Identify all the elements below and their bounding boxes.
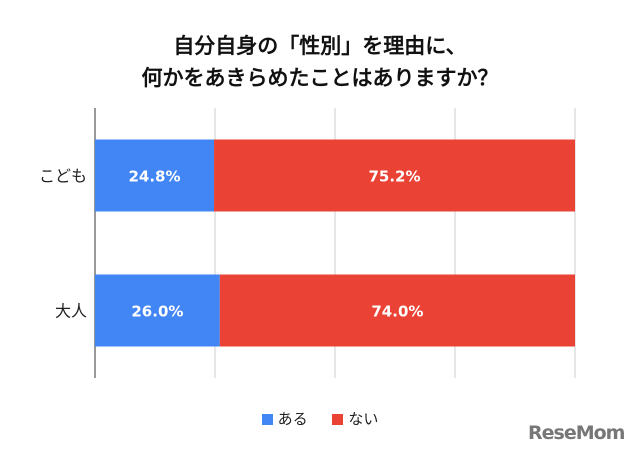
data-label: 26.0% (131, 303, 183, 321)
category-label: 大人 (55, 302, 87, 321)
legend-swatch (261, 414, 273, 425)
legend-label: ない (348, 410, 379, 428)
legend: ある ない (0, 408, 640, 429)
title-line-1: 自分自身の「性別」を理由に、 (173, 34, 467, 58)
category-label: こども (39, 167, 87, 186)
legend-swatch (332, 414, 344, 425)
legend-item-nai[interactable]: ない (332, 410, 378, 428)
legend-label: ある (277, 410, 308, 428)
data-label: 75.2% (368, 168, 420, 186)
chart-title: 自分自身の「性別」を理由に、 何かをあきらめたことはありますか？ (0, 30, 640, 94)
resemom-logo: ReseMom (528, 422, 625, 444)
legend-item-aru[interactable]: ある (261, 410, 308, 428)
title-line-2: 何かをあきらめたことはありますか？ (141, 66, 499, 90)
bar-segment (95, 139, 215, 212)
data-label: 24.8% (128, 168, 180, 186)
bar-segment (214, 139, 576, 212)
data-label: 74.0% (371, 303, 423, 321)
bar-segment (219, 274, 576, 347)
bar-segment (95, 274, 220, 347)
